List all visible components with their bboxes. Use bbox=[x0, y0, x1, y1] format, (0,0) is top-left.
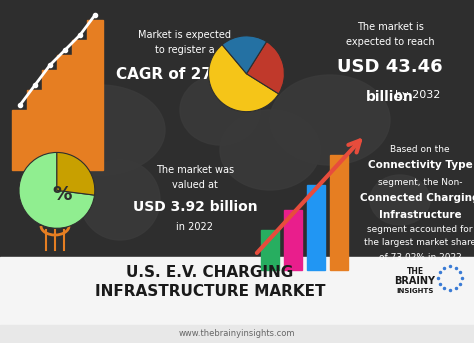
Text: the largest market share: the largest market share bbox=[364, 238, 474, 247]
Text: The market is: The market is bbox=[356, 22, 423, 32]
Text: in 2022: in 2022 bbox=[176, 222, 213, 232]
Bar bbox=[57, 55, 73, 170]
Bar bbox=[284, 210, 302, 270]
Text: segment accounted for: segment accounted for bbox=[367, 225, 473, 234]
Text: www.thebrainyinsights.com: www.thebrainyinsights.com bbox=[179, 329, 295, 338]
Wedge shape bbox=[209, 45, 279, 112]
Wedge shape bbox=[57, 152, 95, 195]
Text: Connectivity Type: Connectivity Type bbox=[368, 160, 473, 170]
Text: valued at: valued at bbox=[172, 180, 218, 190]
Ellipse shape bbox=[220, 110, 320, 190]
Bar bbox=[307, 185, 325, 270]
Bar bbox=[0, 257, 474, 325]
Wedge shape bbox=[19, 152, 94, 228]
Text: of 73.02% in 2022: of 73.02% in 2022 bbox=[379, 253, 461, 262]
Text: U.S. E.V. CHARGING: U.S. E.V. CHARGING bbox=[127, 265, 293, 280]
Bar bbox=[27, 90, 43, 170]
Text: %: % bbox=[53, 185, 73, 204]
Bar bbox=[87, 20, 103, 170]
Bar bbox=[42, 70, 58, 170]
Text: to register a: to register a bbox=[155, 45, 215, 55]
Bar bbox=[330, 155, 348, 270]
Text: Connected Charging: Connected Charging bbox=[360, 193, 474, 203]
Ellipse shape bbox=[180, 75, 260, 145]
Bar bbox=[72, 40, 88, 170]
Text: BRAINY: BRAINY bbox=[394, 276, 436, 286]
Text: THE: THE bbox=[406, 267, 424, 276]
Ellipse shape bbox=[35, 85, 165, 175]
Text: CAGR of 27.20%: CAGR of 27.20% bbox=[116, 67, 254, 82]
Text: USD 3.92 billion: USD 3.92 billion bbox=[133, 200, 257, 214]
Text: by 2032: by 2032 bbox=[339, 90, 441, 100]
Text: INFRASTRUCTURE MARKET: INFRASTRUCTURE MARKET bbox=[95, 284, 325, 299]
Text: expected to reach: expected to reach bbox=[346, 37, 434, 47]
Ellipse shape bbox=[370, 175, 430, 225]
Text: Market is expected: Market is expected bbox=[138, 30, 231, 40]
Bar bbox=[261, 230, 279, 270]
Bar bbox=[37, 230, 73, 250]
Text: segment, the Non-: segment, the Non- bbox=[378, 178, 462, 187]
Text: The market was: The market was bbox=[156, 165, 234, 175]
Ellipse shape bbox=[80, 160, 160, 240]
Text: Infrastructure: Infrastructure bbox=[379, 210, 461, 220]
Bar bbox=[0, 325, 474, 343]
Wedge shape bbox=[222, 36, 266, 74]
Text: Based on the: Based on the bbox=[390, 145, 450, 154]
Bar bbox=[12, 110, 28, 170]
Wedge shape bbox=[246, 42, 284, 94]
Text: INSIGHTS: INSIGHTS bbox=[396, 288, 434, 294]
Ellipse shape bbox=[270, 75, 390, 165]
Text: USD 43.46: USD 43.46 bbox=[337, 58, 443, 76]
Text: billion: billion bbox=[366, 90, 414, 104]
